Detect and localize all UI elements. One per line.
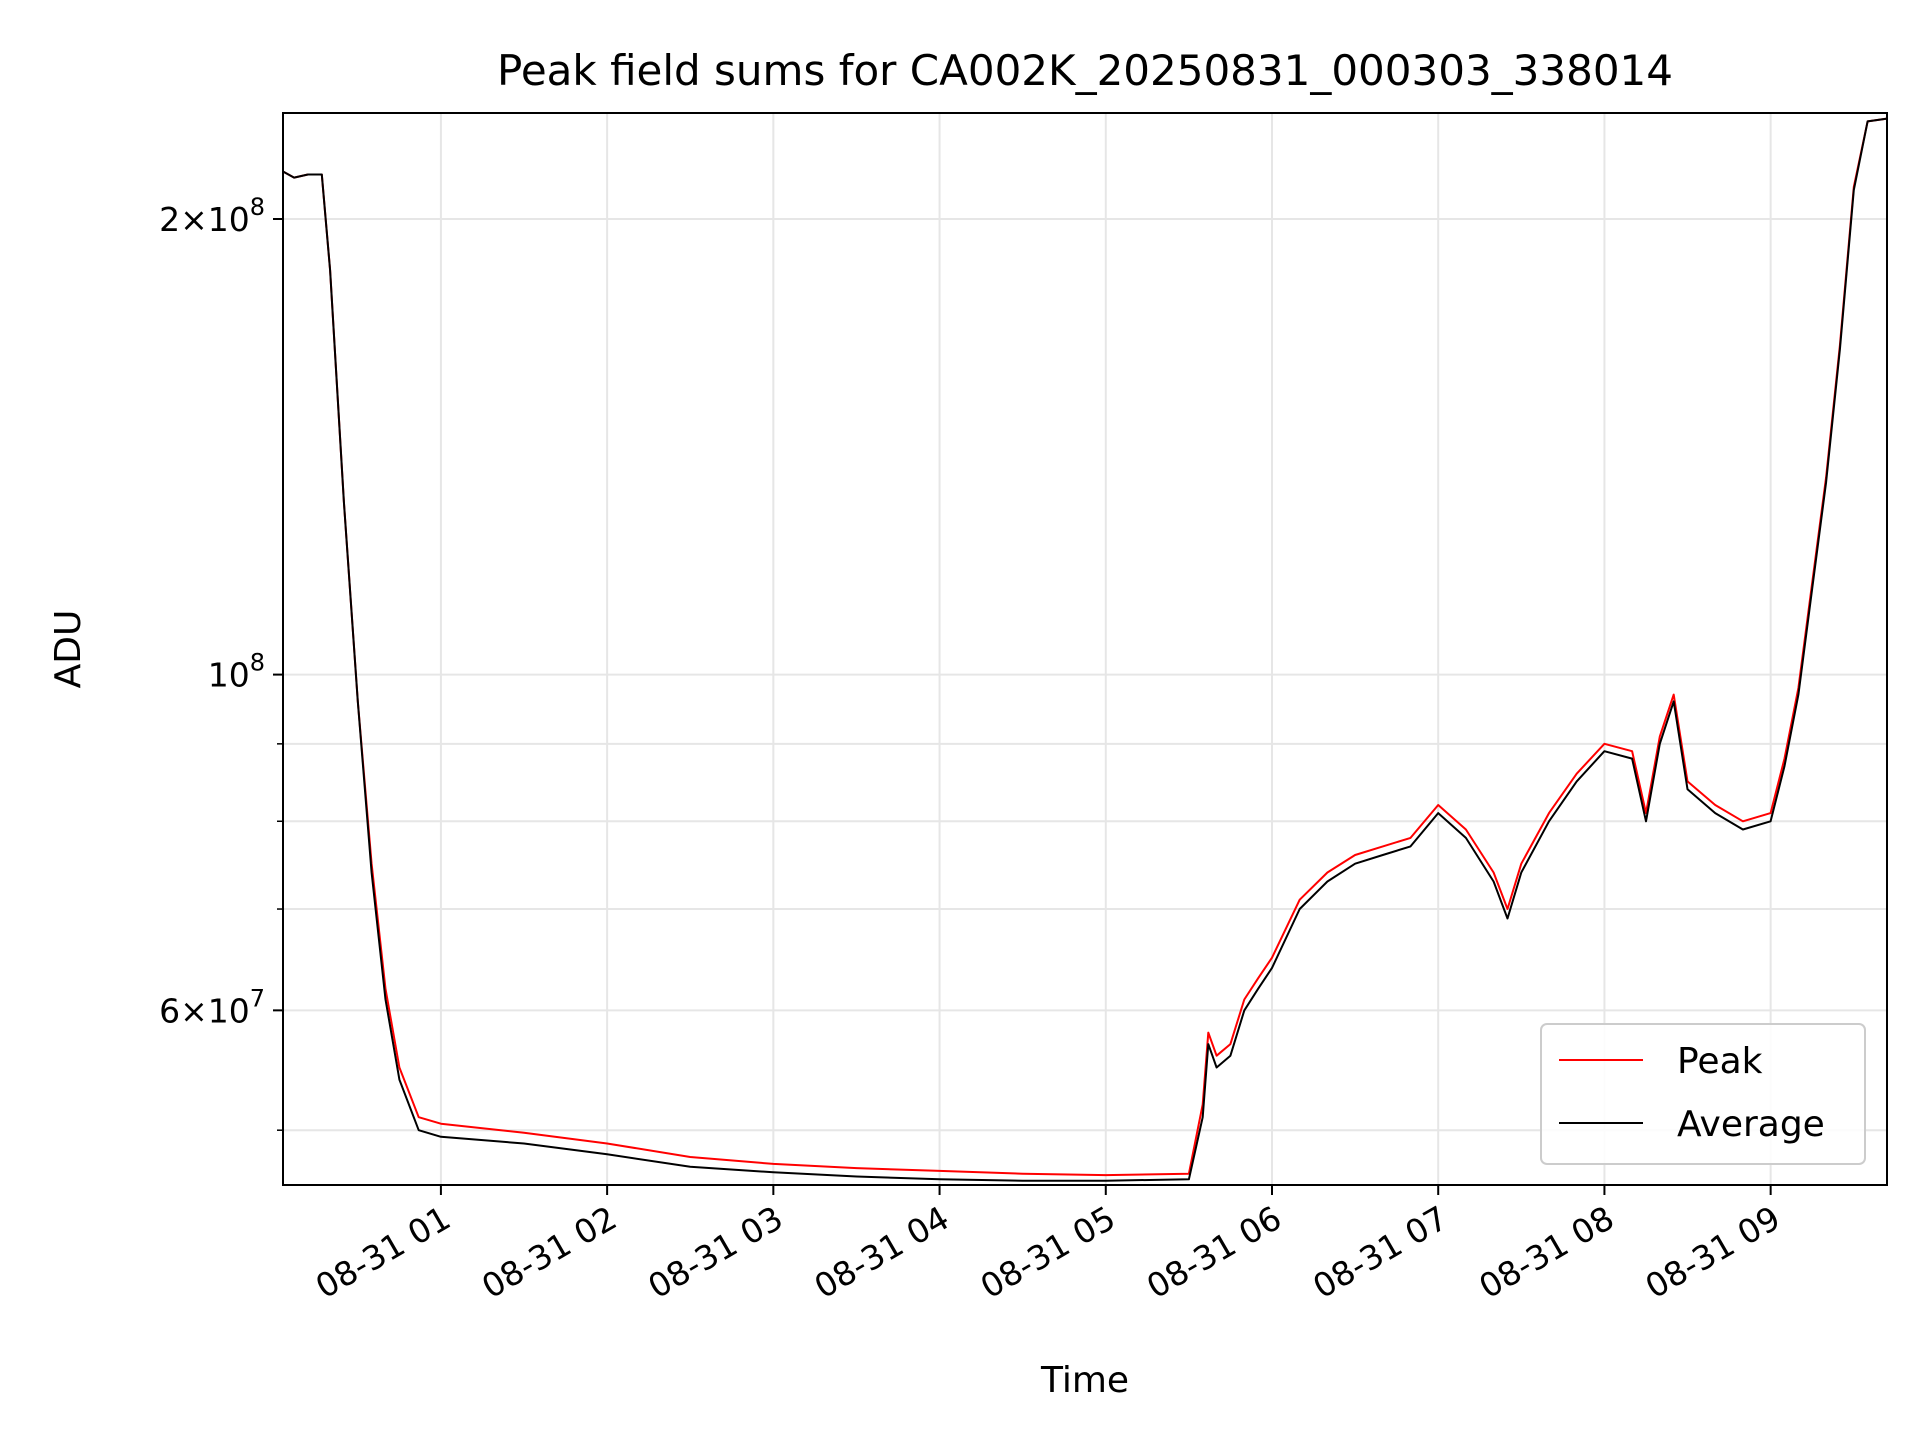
chart-title: Peak field sums for CA002K_20250831_0003…: [497, 46, 1673, 95]
legend-label-average: Average: [1677, 1104, 1825, 1145]
x-axis-label: Time: [1040, 1360, 1129, 1401]
y-tick-exponent: 8: [250, 193, 265, 221]
y-tick-mantissa: 2: [159, 200, 180, 239]
y-tick-exponent: 8: [250, 649, 265, 677]
legend-label-peak: Peak: [1677, 1041, 1763, 1082]
grid: [283, 113, 1887, 1185]
y-tick-mantissa: 6: [159, 991, 180, 1030]
series-line-peak: [282, 117, 1888, 1177]
y-tick-label: 2×108: [159, 193, 265, 239]
y-tick-times: ×10: [180, 991, 250, 1030]
y-tick-base: 10: [208, 656, 250, 695]
y-tick-label: 108: [208, 649, 265, 695]
y-tick-exponent: 7: [250, 984, 265, 1012]
series-line-average: [282, 117, 1888, 1182]
plot-frame: [282, 112, 1888, 1186]
y-tick-times: ×10: [180, 200, 250, 239]
series-layer: [282, 117, 1888, 1182]
y-axis-label: ADU: [48, 610, 89, 689]
y-tick-label: 6×107: [159, 984, 265, 1030]
legend: Peak Average: [1540, 1023, 1866, 1165]
